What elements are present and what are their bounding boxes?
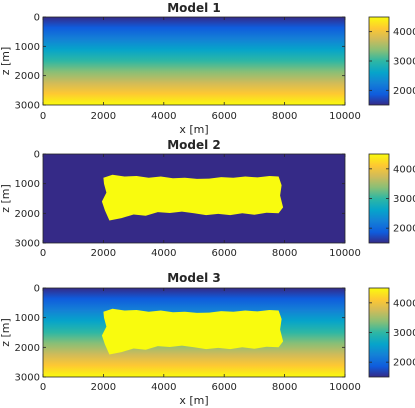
colorbar [369, 154, 389, 243]
y-tick-label: 3000 [15, 101, 40, 112]
chart-title: Model 3 [167, 271, 221, 285]
x-tick-label: 4000 [151, 111, 176, 122]
anomaly-body [101, 308, 284, 355]
x-tick-label: 2000 [91, 248, 116, 259]
x-tick-label: 2000 [91, 111, 116, 122]
x-tick-label: 6000 [211, 248, 236, 259]
anomaly-body [101, 174, 284, 221]
x-tick-label: 0 [40, 111, 46, 122]
y-tick-label: 1000 [15, 313, 40, 324]
y-tick-label: 2000 [15, 209, 40, 220]
y-tick-label: 3000 [15, 373, 40, 384]
x-tick-label: 6000 [211, 111, 236, 122]
x-tick-label: 10000 [329, 382, 361, 393]
x-tick-label: 2000 [91, 382, 116, 393]
x-tick-label: 0 [40, 382, 46, 393]
y-axis-label: z [m] [0, 184, 12, 213]
y-tick-label: 1000 [15, 42, 40, 53]
y-axis-label: z [m] [0, 318, 12, 347]
colorbar [369, 17, 389, 105]
colorbar-tick-label: 4000 [393, 298, 415, 309]
colorbar-tick-label: 4000 [393, 164, 415, 175]
x-tick-label: 10000 [329, 248, 361, 259]
colorbar-tick-label: 3000 [393, 57, 415, 68]
panel-1: Model 1 0 2000 4000 6000 8000 10000 0 1000 2000 30… [0, 1, 415, 136]
chart-title: Model 1 [167, 1, 221, 15]
plot-frame [42, 287, 346, 378]
x-axis-label: x [m] [179, 394, 208, 407]
y-tick-label: 0 [34, 13, 40, 24]
colorbar-tick-label: 3000 [393, 328, 415, 339]
colorbar-tick-label: 2000 [393, 86, 415, 97]
colorbar-tick-label: 2000 [393, 358, 415, 369]
velocity-field [43, 17, 345, 105]
y-tick-label: 3000 [15, 239, 40, 250]
colorbar-tick-label: 2000 [393, 224, 415, 235]
colorbar-tick-label: 4000 [393, 27, 415, 38]
panel-2: Model 2 0 2000 4000 6000 8000 10000 0 1000 2000 30… [0, 138, 415, 259]
x-axis-label: x [m] [179, 123, 208, 136]
plot-frame [42, 153, 346, 244]
x-tick-label: 6000 [211, 382, 236, 393]
x-tick-label: 4000 [151, 382, 176, 393]
colorbar [369, 288, 389, 377]
chart-title: Model 2 [167, 138, 221, 152]
y-tick-label: 0 [34, 284, 40, 295]
y-tick-label: 0 [34, 150, 40, 161]
colorbar-tick-label: 3000 [393, 194, 415, 205]
x-tick-label: 8000 [272, 248, 297, 259]
y-axis-label: z [m] [0, 47, 12, 76]
x-tick-label: 4000 [151, 248, 176, 259]
x-tick-label: 0 [40, 248, 46, 259]
x-tick-label: 10000 [329, 111, 361, 122]
x-tick-label: 8000 [272, 382, 297, 393]
panel-3: Model 3 0 2000 4000 6000 8000 10000 0 1000 2000 30… [0, 271, 415, 407]
y-tick-label: 2000 [15, 343, 40, 354]
plot-frame [42, 16, 346, 106]
x-tick-label: 8000 [272, 111, 297, 122]
y-tick-label: 1000 [15, 179, 40, 190]
y-tick-label: 2000 [15, 71, 40, 82]
